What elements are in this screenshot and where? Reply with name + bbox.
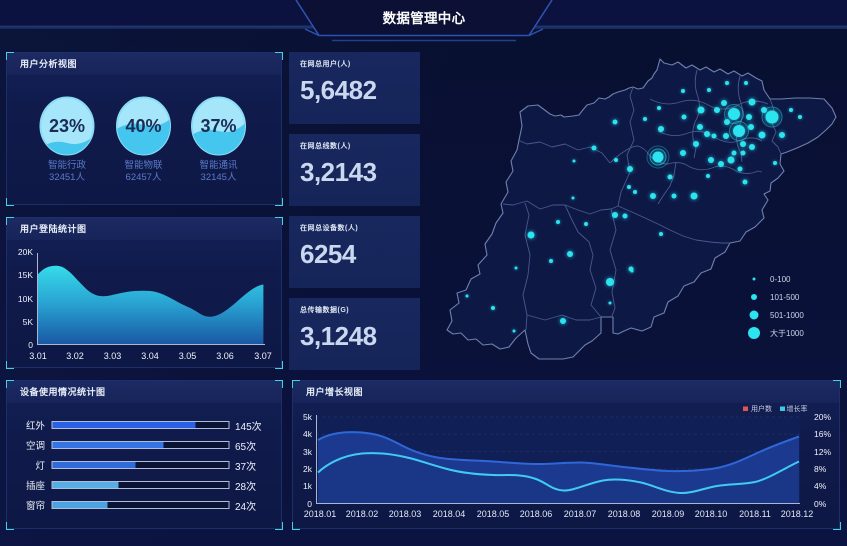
svg-text:40%: 40% <box>125 116 161 136</box>
svg-text:3.02: 3.02 <box>66 351 84 361</box>
svg-text:3k: 3k <box>303 447 313 457</box>
svg-text:智能物联: 智能物联 <box>124 159 163 171</box>
svg-text:空调: 空调 <box>26 440 45 452</box>
svg-text:4%: 4% <box>814 481 827 491</box>
svg-text:37次: 37次 <box>235 460 256 473</box>
svg-text:1k: 1k <box>303 481 313 491</box>
svg-text:红外: 红外 <box>26 420 46 432</box>
svg-text:窗帘: 窗帘 <box>26 500 45 512</box>
svg-text:0%: 0% <box>814 499 827 509</box>
svg-text:65次: 65次 <box>235 440 256 453</box>
svg-text:16%: 16% <box>814 429 831 439</box>
svg-text:2018.09: 2018.09 <box>652 509 685 519</box>
svg-text:插座: 插座 <box>26 480 46 492</box>
svg-text:2018.12: 2018.12 <box>781 509 814 519</box>
svg-text:3.07: 3.07 <box>254 351 272 361</box>
svg-text:32145人: 32145人 <box>201 172 237 183</box>
svg-text:2018.07: 2018.07 <box>564 509 597 519</box>
svg-text:灯: 灯 <box>35 461 45 472</box>
svg-text:0: 0 <box>28 340 33 350</box>
svg-text:12%: 12% <box>814 447 831 457</box>
svg-text:4k: 4k <box>303 429 313 439</box>
svg-text:24次: 24次 <box>235 500 256 513</box>
svg-text:2018.08: 2018.08 <box>608 509 641 519</box>
svg-text:用户数: 用户数 <box>751 404 772 413</box>
svg-text:2018.02: 2018.02 <box>346 509 379 519</box>
svg-text:3.03: 3.03 <box>104 351 122 361</box>
svg-text:3.04: 3.04 <box>141 351 159 361</box>
svg-text:增长率: 增长率 <box>787 404 808 413</box>
svg-text:15K: 15K <box>18 270 33 280</box>
svg-text:23%: 23% <box>49 116 85 136</box>
svg-text:2018.10: 2018.10 <box>695 509 728 519</box>
svg-text:3.06: 3.06 <box>216 351 234 361</box>
svg-text:37%: 37% <box>200 116 236 136</box>
svg-text:0: 0 <box>307 499 312 509</box>
svg-text:2k: 2k <box>303 464 313 474</box>
svg-text:10K: 10K <box>18 294 33 304</box>
svg-text:28次: 28次 <box>235 480 256 493</box>
svg-text:32451人: 32451人 <box>49 172 85 183</box>
svg-text:3.01: 3.01 <box>29 351 47 361</box>
svg-text:145次: 145次 <box>235 420 262 433</box>
svg-text:智能通讯: 智能通讯 <box>199 159 238 171</box>
svg-text:2018.01: 2018.01 <box>304 509 337 519</box>
svg-text:2018.11: 2018.11 <box>739 509 771 519</box>
svg-text:20%: 20% <box>814 412 831 422</box>
svg-text:8%: 8% <box>814 464 827 474</box>
svg-text:62457人: 62457人 <box>126 172 162 183</box>
svg-text:数据管理中心: 数据管理中心 <box>383 10 466 26</box>
svg-text:2018.03: 2018.03 <box>389 509 422 519</box>
svg-text:3.05: 3.05 <box>179 351 197 361</box>
svg-text:2018.04: 2018.04 <box>433 509 466 519</box>
svg-text:20K: 20K <box>18 247 33 257</box>
svg-text:2018.05: 2018.05 <box>477 509 510 519</box>
svg-text:5K: 5K <box>23 317 34 327</box>
svg-text:5k: 5k <box>303 412 313 422</box>
svg-text:智能行政: 智能行政 <box>48 159 87 171</box>
svg-text:2018.06: 2018.06 <box>520 509 553 519</box>
